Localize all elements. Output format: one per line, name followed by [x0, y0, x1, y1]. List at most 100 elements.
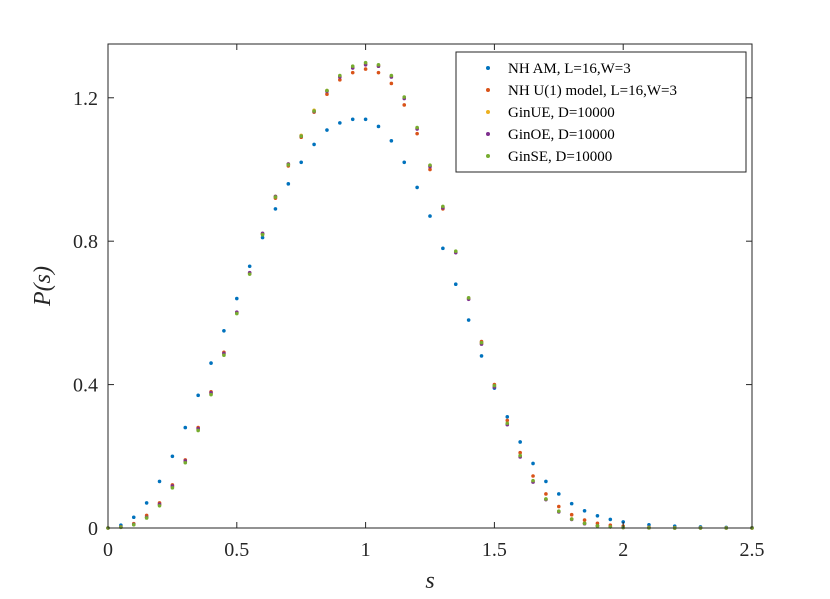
data-point	[402, 103, 407, 107]
legend-marker	[486, 66, 490, 70]
data-point	[312, 142, 316, 147]
data-point	[466, 296, 471, 300]
legend-box	[455, 51, 747, 173]
data-point	[531, 461, 535, 466]
data-point	[441, 204, 445, 209]
data-point	[621, 520, 625, 524]
data-point	[453, 249, 458, 254]
data-point	[376, 70, 381, 75]
data-point	[376, 62, 381, 67]
data-point	[518, 453, 522, 458]
legend-marker	[486, 132, 490, 136]
data-point	[518, 450, 522, 455]
data-point	[402, 160, 407, 165]
data-point	[569, 512, 574, 517]
data-point	[582, 508, 587, 513]
data-point	[518, 440, 522, 444]
data-point	[350, 64, 355, 69]
data-point	[338, 121, 342, 125]
data-point	[144, 501, 149, 505]
legend-marker	[486, 88, 490, 92]
data-point	[595, 524, 600, 528]
data-point	[170, 486, 175, 490]
data-point	[350, 117, 355, 122]
data-point	[582, 518, 587, 522]
series-4	[106, 60, 754, 530]
data-point	[247, 272, 252, 276]
data-point	[531, 478, 535, 483]
y-tick-label: 1.2	[73, 88, 98, 110]
data-point	[505, 418, 510, 423]
data-point	[209, 392, 213, 397]
data-point	[544, 497, 548, 501]
data-point	[402, 95, 407, 99]
data-point	[247, 264, 252, 269]
data-point	[608, 517, 613, 522]
data-point	[131, 522, 136, 527]
data-point	[260, 232, 265, 237]
data-point	[338, 73, 342, 78]
legend: NH AM, L=16,W=3 NH U(1) model, L=16,W=3 Gi…	[455, 51, 747, 173]
data-point	[260, 235, 265, 240]
data-point	[557, 509, 561, 513]
y-tick-label: 0	[88, 518, 98, 540]
data-point	[183, 425, 188, 430]
data-point	[222, 329, 226, 333]
data-point	[531, 474, 535, 478]
data-point	[196, 393, 200, 398]
data-point	[428, 167, 432, 172]
data-point	[415, 185, 419, 190]
data-point	[544, 479, 548, 484]
legend-label: GinOE, D=10000	[508, 127, 615, 143]
data-point	[273, 195, 278, 199]
data-point	[505, 415, 510, 419]
data-point	[157, 479, 162, 484]
x-axis-label: s	[425, 568, 434, 594]
data-point	[299, 134, 304, 138]
data-point	[479, 354, 484, 358]
x-tick-label: 2.5	[740, 539, 765, 561]
data-point	[338, 78, 342, 82]
plot-frame	[107, 43, 753, 529]
data-point	[428, 163, 432, 167]
data-point	[286, 182, 291, 186]
data-point	[273, 207, 278, 211]
data-point	[144, 516, 149, 520]
data-point	[325, 88, 329, 93]
data-point	[505, 421, 510, 426]
data-point	[389, 73, 394, 78]
data-point	[363, 67, 368, 71]
data-point	[557, 504, 561, 509]
data-point	[235, 296, 239, 301]
data-point	[595, 514, 600, 518]
x-tick-label: 1	[361, 539, 371, 561]
data-point	[131, 515, 136, 520]
data-point	[376, 124, 381, 129]
legend-label: GinSE, D=10000	[508, 149, 612, 165]
legend-label: GinUE, D=10000	[508, 105, 615, 121]
data-point	[119, 525, 123, 530]
series-layer	[106, 60, 754, 530]
data-point	[325, 92, 329, 96]
legend-marker	[486, 154, 490, 158]
x-tick-label: 0	[103, 539, 113, 561]
data-point	[350, 70, 355, 75]
data-point	[479, 340, 484, 345]
data-point	[170, 454, 175, 459]
data-point	[428, 214, 432, 218]
data-point	[235, 311, 239, 316]
y-axis-label: P(s)	[30, 266, 56, 307]
data-point	[557, 492, 561, 496]
data-point	[183, 460, 188, 465]
legend-label: NH U(1) model, L=16,W=3	[508, 83, 677, 99]
data-point	[453, 282, 458, 287]
data-point	[492, 383, 497, 388]
data-point	[582, 521, 587, 526]
data-point	[363, 117, 368, 122]
legend-marker	[486, 110, 490, 114]
x-tick-label: 1.5	[482, 539, 507, 561]
data-point	[312, 109, 316, 113]
data-point	[544, 492, 548, 496]
legend-label: NH AM, L=16,W=3	[508, 61, 631, 77]
